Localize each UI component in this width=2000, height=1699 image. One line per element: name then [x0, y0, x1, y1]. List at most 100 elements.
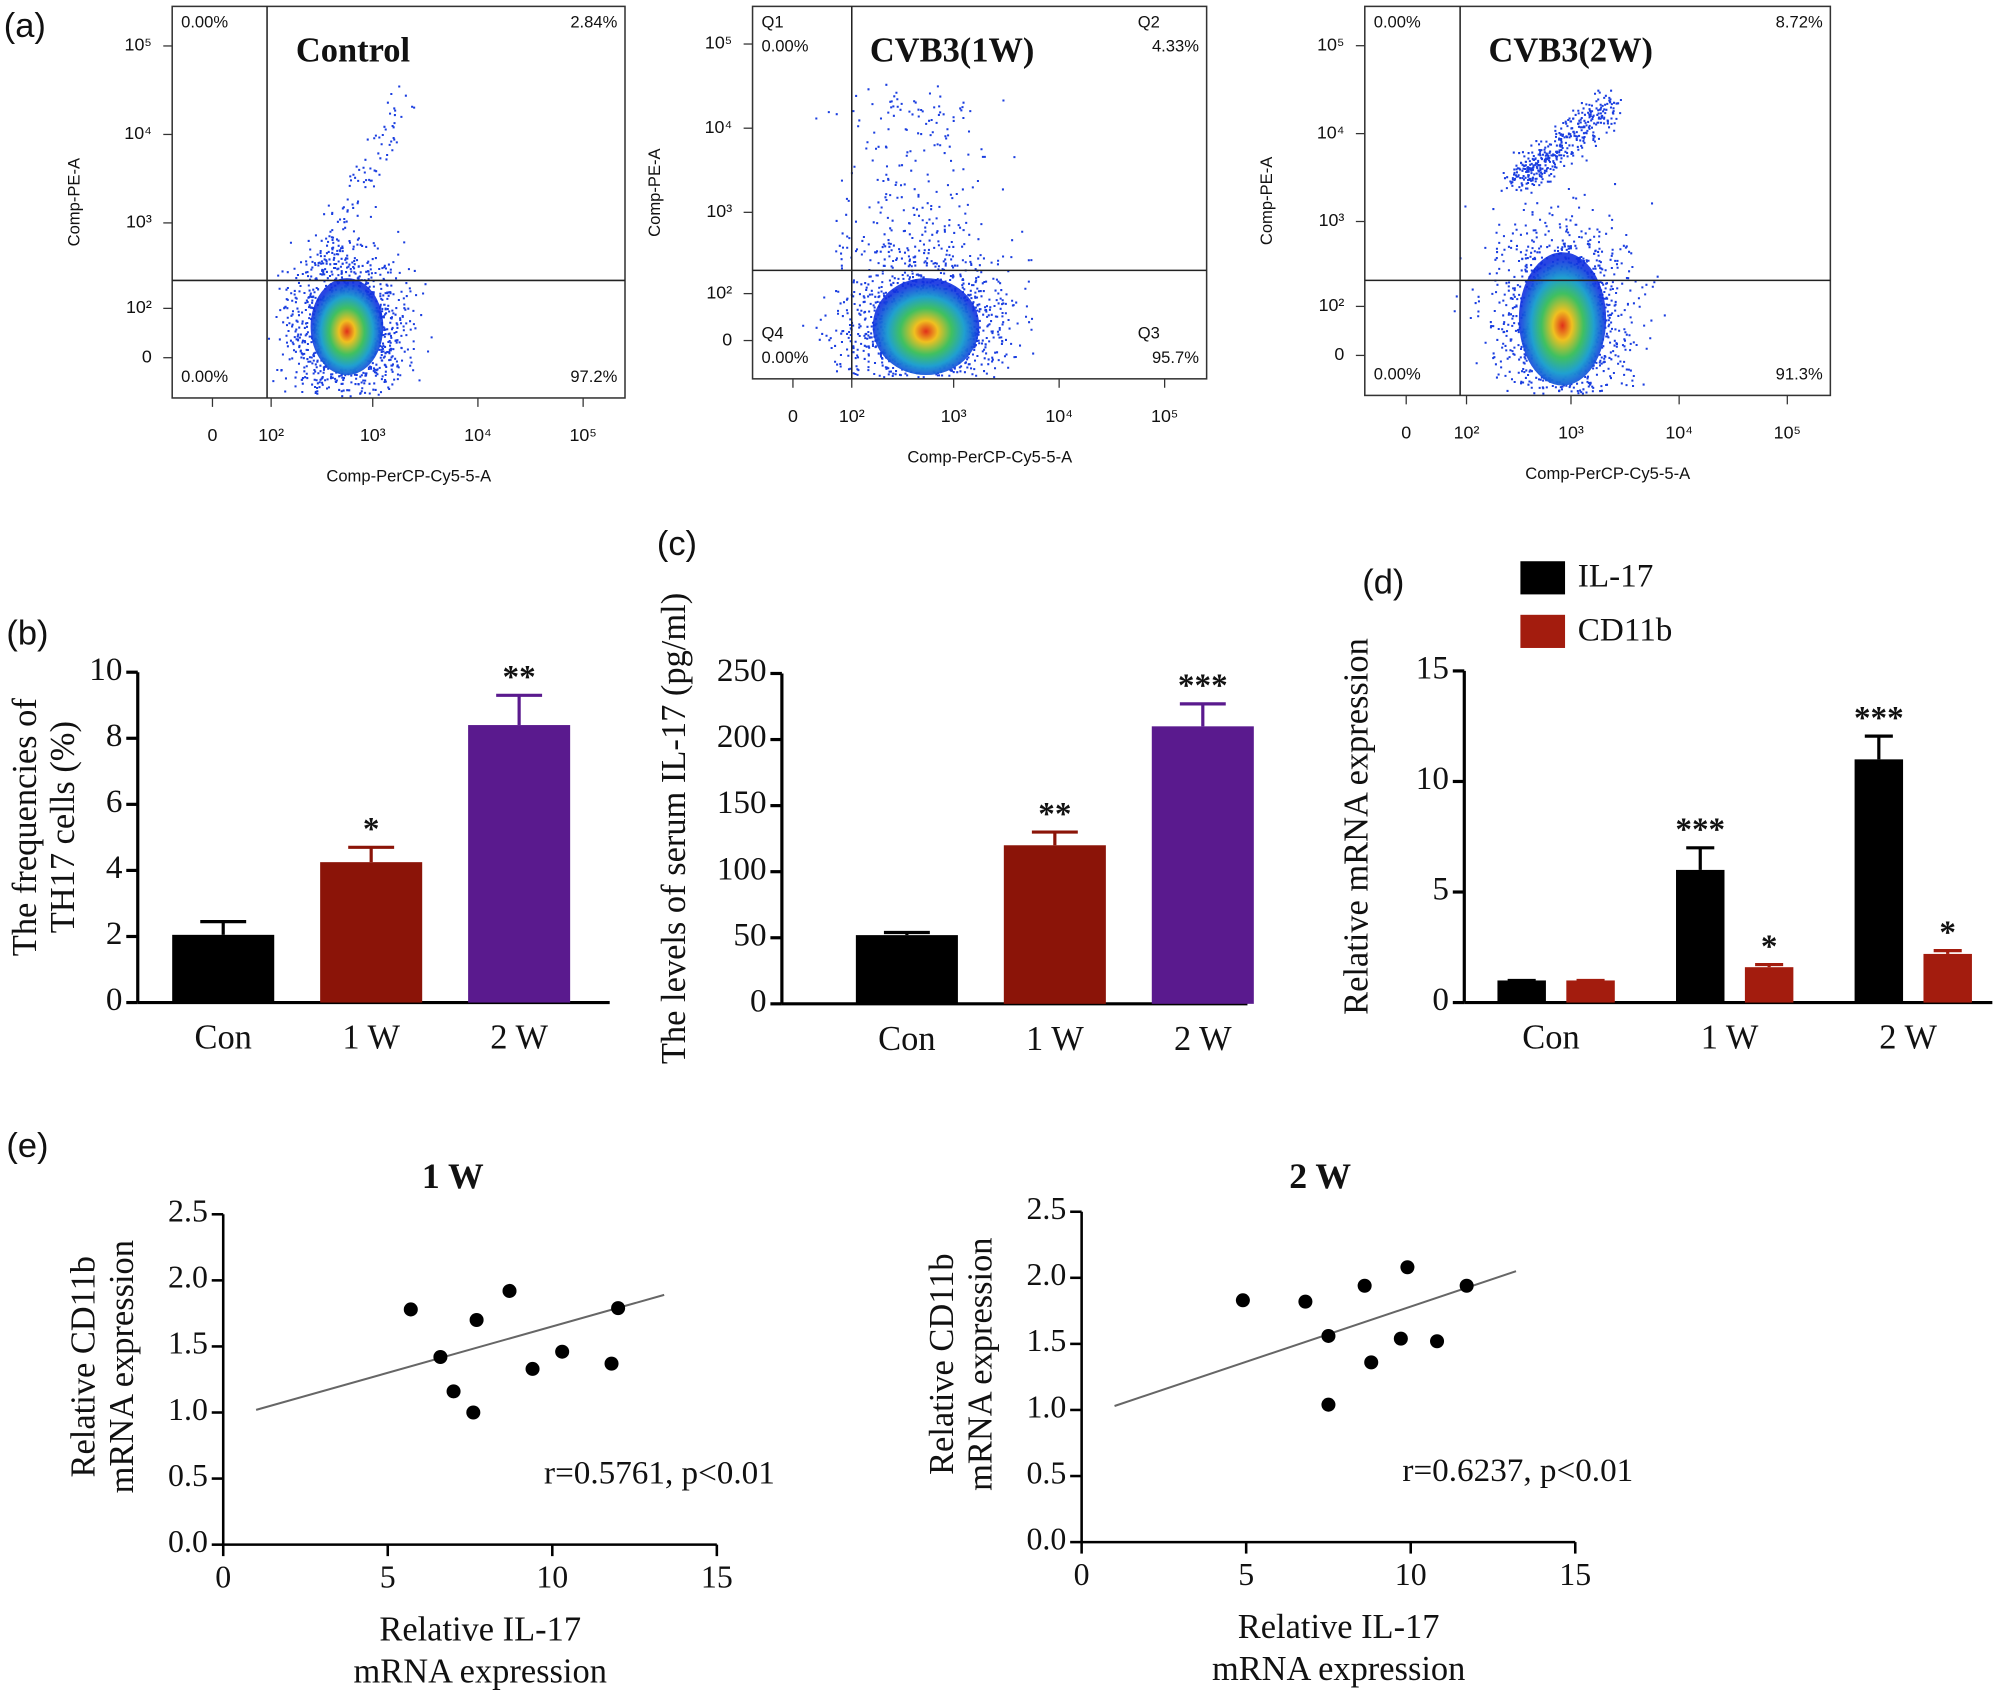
x-tick-label: 10³ [1558, 422, 1584, 442]
point [469, 1312, 484, 1328]
x-tick-label: 10⁵ [570, 425, 597, 445]
plot-frame [171, 5, 626, 399]
x-axis-label: mRNA expression [354, 1653, 607, 1691]
event-density [872, 278, 980, 376]
quadrant-name: Q2 [1138, 12, 1160, 31]
panel-label: (a) [4, 7, 46, 45]
x-tick-label: 10⁴ [464, 425, 492, 445]
y-tick-label: 10⁵ [1317, 34, 1344, 54]
y-tick-label: 10² [706, 282, 732, 302]
point [1357, 1278, 1372, 1293]
point [446, 1384, 461, 1399]
quadrant-percent: 4.33% [1152, 37, 1199, 56]
y-tick-label: 150 [717, 784, 767, 821]
x-tick-label: 5 [380, 1560, 396, 1595]
point [1235, 1293, 1250, 1308]
panel-label: (c) [657, 525, 697, 563]
chart-title: 2 W [1289, 1156, 1351, 1196]
x-axis-label: Comp-PerCP-Cy5-5-A [1525, 464, 1691, 483]
annotation: r=0.5761, p<0.01 [544, 1454, 775, 1491]
y-tick-label: 100 [717, 850, 767, 887]
significance: ** [1038, 795, 1071, 832]
y-tick-label: 10² [126, 297, 152, 317]
x-tick-label: 2 W [1174, 1020, 1232, 1058]
y-tick-label: 0.5 [168, 1458, 208, 1493]
x-tick-label: 0 [788, 406, 798, 426]
panel-title: CVB3(1W) [870, 31, 1034, 69]
point [1400, 1260, 1415, 1275]
fit-line [255, 1293, 665, 1411]
x-tick-label: 10² [258, 425, 284, 445]
x-tick-label: 0 [1401, 422, 1411, 442]
point [1459, 1278, 1474, 1293]
legend-label: CD11b [1578, 611, 1673, 648]
y-tick-label: 0 [1334, 344, 1344, 364]
y-tick-label: 50 [733, 916, 766, 953]
y-axis-label: Relative CD11b [65, 1256, 103, 1477]
quadrant-percent: 0.00% [181, 12, 228, 31]
y-tick-label: 200 [717, 718, 767, 755]
significance: *** [1854, 699, 1904, 736]
y-tick-label: 10⁴ [705, 117, 733, 137]
quadrant-percent: 0.00% [761, 348, 808, 367]
y-tick-label: 2.5 [168, 1194, 208, 1229]
bar [1923, 953, 1972, 1003]
y-tick-label: 5 [1432, 871, 1449, 908]
legend-label: IL-17 [1578, 558, 1654, 595]
point [466, 1405, 481, 1420]
x-tick-label: 10⁴ [1665, 422, 1693, 442]
y-tick-label: 0.5 [1026, 1455, 1066, 1490]
y-axis-label: Comp-PE-A [1257, 156, 1276, 245]
quadrant-percent: 97.2% [570, 367, 617, 386]
y-tick-label: 15 [1416, 650, 1449, 687]
point [555, 1344, 570, 1359]
y-tick-label: 6 [106, 783, 123, 820]
quadrant-percent: 95.7% [1152, 348, 1199, 367]
y-tick-label: 0 [750, 982, 767, 1019]
x-tick-label: 5 [1238, 1557, 1254, 1592]
bar [1151, 726, 1254, 1004]
point [1321, 1328, 1336, 1343]
y-tick-label: 2.0 [168, 1260, 208, 1295]
y-axis-label: TH17 cells (%) [44, 721, 82, 933]
x-tick-label: 0 [207, 425, 217, 445]
point [1430, 1334, 1445, 1349]
y-tick-label: 1.5 [168, 1326, 208, 1361]
quadrant-percent: 0.00% [1374, 364, 1421, 383]
y-tick-label: 0 [106, 981, 123, 1018]
event-cloud [802, 83, 1035, 379]
y-tick-label: 250 [717, 652, 767, 689]
point [611, 1301, 626, 1316]
quadrant-percent: 2.84% [570, 12, 617, 31]
y-tick-label: 10² [1319, 295, 1345, 315]
x-tick-label: 2 W [1879, 1019, 1937, 1057]
point [433, 1349, 448, 1365]
y-tick-label: 0 [1432, 981, 1449, 1018]
x-tick-label: 15 [1559, 1557, 1591, 1592]
point [525, 1361, 540, 1376]
y-tick-label: 10⁵ [125, 35, 152, 55]
y-tick-label: 4 [106, 849, 123, 886]
bar [1566, 980, 1615, 1003]
quadrant-percent: 0.00% [181, 367, 228, 386]
x-tick-label: 10³ [360, 425, 386, 445]
event-density [1518, 252, 1607, 386]
bar [1744, 967, 1794, 1003]
panel-label: (b) [6, 614, 48, 652]
y-tick-label: 2 [106, 915, 123, 952]
y-tick-label: 0.0 [168, 1524, 208, 1559]
quadrant-name: Q1 [761, 12, 783, 31]
plot-frame [751, 5, 1208, 380]
y-axis-label: The frequencies of [6, 698, 44, 957]
x-tick-label: 10 [536, 1560, 568, 1595]
x-tick-label: 0 [1074, 1557, 1090, 1592]
y-tick-label: 0.0 [1026, 1521, 1066, 1556]
y-tick-label: 0 [722, 329, 732, 349]
y-tick-label: 10 [1416, 760, 1449, 797]
quadrant-percent: 8.72% [1776, 12, 1823, 31]
point [403, 1302, 418, 1317]
x-axis-label: Comp-PerCP-Cy5-5-A [907, 447, 1073, 466]
bar [1003, 845, 1106, 1004]
